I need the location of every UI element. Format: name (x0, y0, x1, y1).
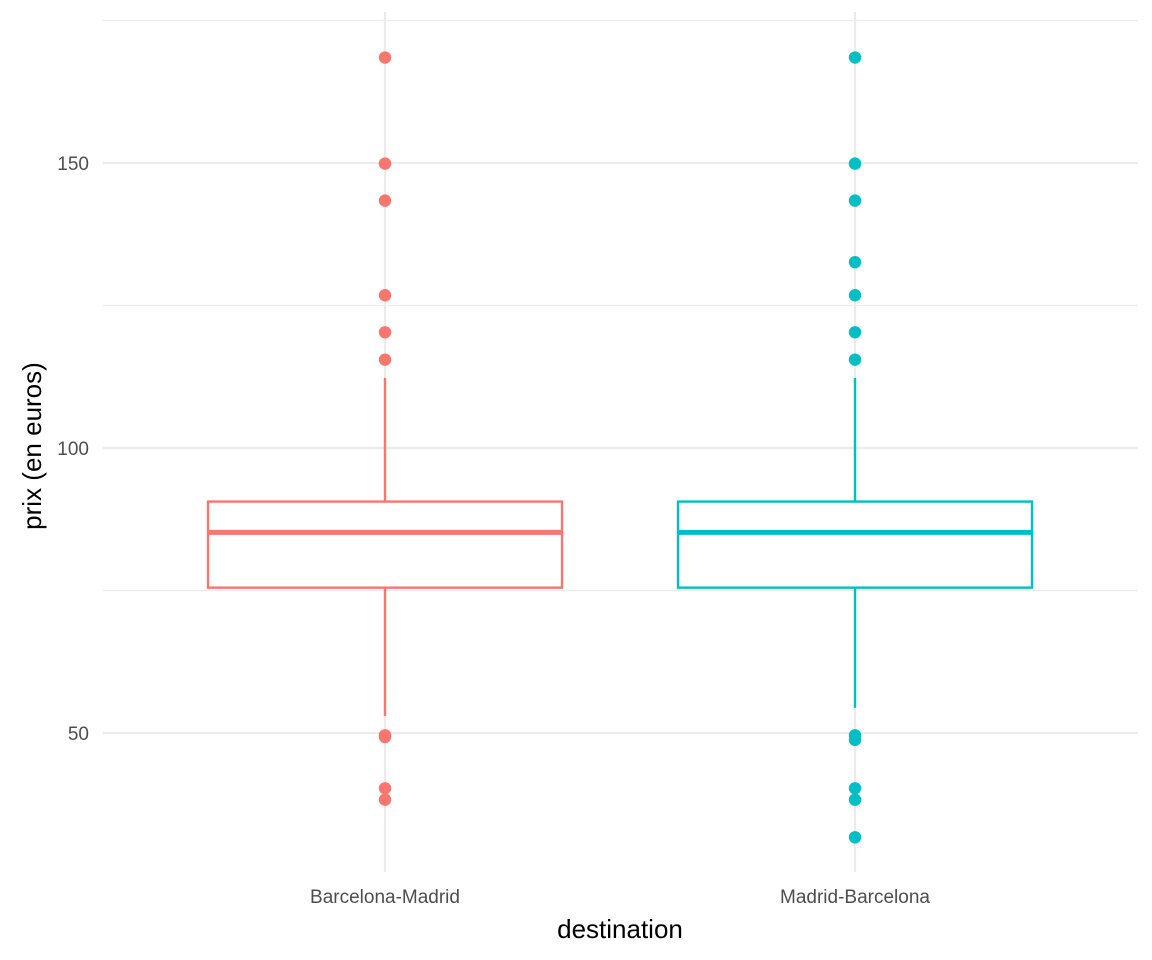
outlier-point (378, 793, 392, 806)
x-axis-title: destination (557, 914, 683, 944)
grid (103, 12, 1138, 872)
outlier-point (848, 194, 862, 207)
box-madrid-barcelona (676, 51, 1034, 844)
outlier-point (378, 729, 392, 742)
outlier-point (848, 326, 862, 339)
outlier-point (378, 194, 392, 207)
outlier-point (378, 289, 392, 302)
box-barcelona-madrid (206, 51, 564, 806)
outlier-point (378, 782, 392, 795)
outlier-point (378, 326, 392, 339)
outlier-point (378, 353, 392, 366)
outlier-point (378, 51, 392, 64)
box-iqr (206, 500, 564, 589)
y-tick-label: 50 (68, 724, 89, 745)
x-axis-ticks: Barcelona-Madrid Madrid-Barcelona (310, 887, 930, 908)
outlier-point (378, 157, 392, 170)
outlier-point (848, 793, 862, 806)
box-iqr (676, 500, 1034, 589)
boxes (206, 51, 1034, 844)
y-axis-ticks: 50 100 150 (57, 154, 89, 745)
x-tick-label: Barcelona-Madrid (310, 887, 460, 908)
outlier-point (848, 255, 862, 269)
outlier-point (848, 782, 862, 795)
outlier-point (848, 51, 862, 64)
x-tick-label: Madrid-Barcelona (780, 887, 930, 908)
y-axis-title: prix (en euros) (17, 362, 47, 530)
outlier-point (848, 289, 862, 302)
outlier-point (848, 157, 862, 170)
y-tick-label: 150 (57, 154, 89, 175)
outlier-point (848, 353, 862, 366)
outlier-point (848, 831, 862, 844)
outlier-point (848, 733, 862, 747)
y-tick-label: 100 (57, 439, 89, 460)
